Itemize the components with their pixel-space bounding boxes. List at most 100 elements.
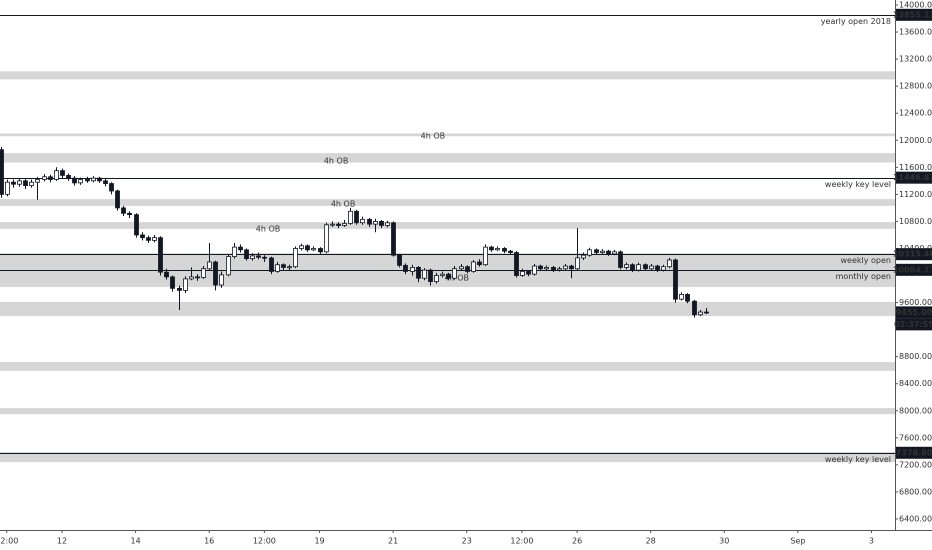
- candle-body: [495, 248, 500, 251]
- candle-body: [502, 248, 507, 252]
- x-tick-label: 12:00: [253, 537, 276, 546]
- candle-body: [275, 264, 280, 272]
- annotation: 4h OB: [256, 224, 281, 233]
- y-tick-label: 11200.00: [899, 190, 932, 199]
- candle-body: [581, 254, 586, 259]
- y-tick-label: 12800.00: [899, 82, 932, 91]
- candle-body: [115, 190, 120, 209]
- level-tag-box: [896, 446, 932, 459]
- candle-body: [97, 177, 102, 182]
- candle-body: [305, 245, 310, 251]
- candle-body: [367, 218, 372, 225]
- level-tag: 10315.48: [893, 250, 932, 259]
- candle-body: [575, 257, 580, 270]
- annotation: 4h OB: [421, 131, 446, 140]
- candle-body: [538, 265, 543, 270]
- candle-body: [587, 249, 592, 256]
- y-tick-label: 14000.00: [899, 1, 932, 10]
- candle-body: [422, 269, 427, 279]
- candle-body: [563, 265, 568, 270]
- candle-body: [287, 266, 292, 269]
- x-tick-label: 26: [572, 537, 582, 546]
- candle-body: [42, 176, 47, 180]
- y-tick-label: 10800.00: [899, 217, 932, 226]
- candle-body: [54, 170, 59, 180]
- level-label: yearly open 2018: [821, 17, 891, 26]
- candle-body: [262, 256, 267, 259]
- candle-body: [600, 250, 605, 253]
- candle-body: [483, 246, 488, 266]
- last-price-tag: 9455.00: [896, 308, 932, 317]
- candle-body: [23, 180, 28, 186]
- annotation: 4h OB: [331, 200, 356, 209]
- candle-body: [679, 294, 684, 300]
- candle-body: [606, 250, 611, 255]
- candle-body: [673, 259, 678, 300]
- x-tick-label: 12:00: [510, 537, 533, 546]
- candle-body: [477, 261, 482, 266]
- candle-body: [35, 179, 40, 183]
- candle-body: [612, 251, 617, 255]
- y-tick-label: 9600.00: [899, 298, 932, 307]
- y-tick-label: 7600.00: [899, 433, 932, 442]
- level-label: weekly key level: [825, 180, 891, 189]
- candle-body: [649, 265, 654, 270]
- candle-body: [158, 237, 163, 273]
- candle-body: [428, 269, 433, 283]
- candle-body: [489, 246, 494, 251]
- zone: [0, 222, 895, 229]
- candle-body: [410, 267, 415, 272]
- y-tick-label: 13200.00: [899, 55, 932, 64]
- x-tick-label: 14: [130, 537, 140, 546]
- candle-body: [183, 278, 188, 291]
- candle-body: [465, 266, 470, 272]
- candle-body: [569, 265, 574, 270]
- candle-body: [60, 170, 65, 176]
- zone: [0, 301, 895, 317]
- candle-body: [698, 311, 703, 316]
- x-tick-label: 16: [204, 537, 214, 546]
- x-tick-label: 28: [646, 537, 656, 546]
- candle-body: [189, 276, 194, 280]
- candle-body: [281, 264, 286, 268]
- y-tick-label: 11600.00: [899, 163, 932, 172]
- candle-body: [66, 175, 71, 179]
- candle-body: [238, 246, 243, 251]
- candle-body: [330, 223, 335, 226]
- candle-body: [459, 266, 464, 270]
- candle-body: [397, 254, 402, 266]
- candle-body: [624, 264, 629, 268]
- candle-body: [440, 273, 445, 276]
- y-tick-label: 13600.00: [899, 28, 932, 37]
- candle-body: [704, 311, 709, 314]
- zone: [0, 408, 895, 415]
- x-tick-label: 12: [57, 537, 67, 546]
- level-tag-box: [896, 8, 932, 21]
- y-tick-label: 12400.00: [899, 109, 932, 118]
- y-tick-label: 7200.00: [899, 460, 932, 469]
- x-tick-label: 30: [719, 537, 729, 546]
- x-tick-label: 12:00: [0, 537, 18, 546]
- candle-body: [134, 214, 139, 236]
- candle-body: [508, 250, 513, 253]
- candle-body: [630, 264, 635, 271]
- level-label: weekly key level: [825, 455, 891, 464]
- y-tick-label: 8000.00: [899, 406, 932, 415]
- annotation: 4h OB: [324, 157, 349, 166]
- level-tag-box: [896, 263, 932, 276]
- candle-body: [127, 212, 132, 216]
- level-tag-box: [896, 248, 932, 261]
- candle-body: [164, 271, 169, 278]
- candle-body: [618, 251, 623, 268]
- candle-body: [299, 245, 304, 249]
- candle-body: [324, 224, 329, 253]
- candle-body: [661, 266, 666, 271]
- candle-body: [207, 261, 212, 270]
- x-tick-label: 19: [314, 537, 324, 546]
- candle-body: [109, 183, 114, 192]
- y-tick-label: 6400.00: [899, 514, 932, 523]
- candle-body: [29, 181, 34, 186]
- candle-body: [692, 300, 697, 316]
- y-tick-label: 12000.00: [899, 136, 932, 145]
- candle-body: [152, 237, 157, 241]
